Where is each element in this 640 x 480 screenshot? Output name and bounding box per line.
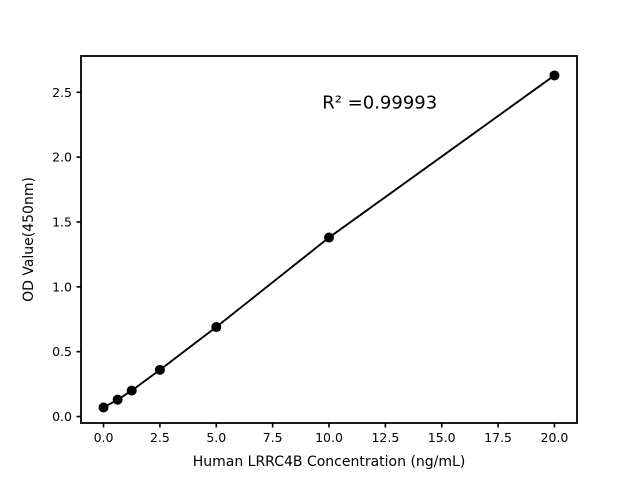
x-axis-tick-label: 2.5: [150, 430, 170, 445]
y-axis-tick-label: 1.0: [52, 279, 72, 294]
data-point: [126, 385, 137, 396]
x-axis-tick-label: 10.0: [315, 430, 343, 445]
y-axis-tick-label: 0.0: [52, 409, 72, 424]
data-point: [154, 364, 165, 375]
y-axis-tick-label: 2.0: [52, 150, 72, 165]
data-point: [324, 232, 334, 243]
data-point: [211, 322, 222, 333]
data-point: [112, 394, 123, 405]
x-axis-tick-label: 17.5: [484, 430, 512, 445]
x-axis-label: Human LRRC4B Concentration (ng/mL): [193, 454, 466, 470]
x-axis-tick-label: 15.0: [428, 430, 456, 445]
x-axis-tick-label: 7.5: [263, 430, 283, 445]
y-axis-tick-label: 1.5: [52, 214, 72, 229]
x-axis-tick-label: 0.0: [94, 430, 114, 445]
data-point: [549, 70, 560, 81]
r-squared-annotation: R² =0.99993: [322, 93, 437, 114]
x-axis-tick-label: 12.5: [371, 430, 399, 445]
data-point: [98, 402, 109, 413]
x-axis-tick-label: 5.0: [206, 430, 226, 445]
y-axis-label: OD Value(450nm): [21, 177, 37, 302]
y-axis-tick-label: 0.5: [52, 344, 72, 359]
x-axis-tick-label: 20.0: [541, 430, 569, 445]
y-axis-tick-label: 2.5: [52, 85, 72, 100]
